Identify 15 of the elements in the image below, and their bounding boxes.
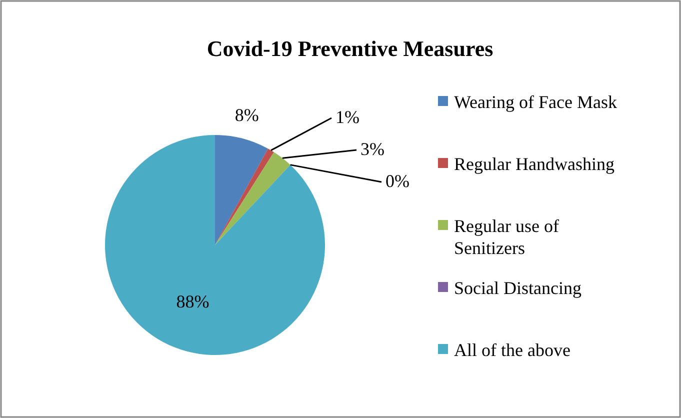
legend-label: Regular Handwashing bbox=[454, 154, 614, 174]
pie-slice bbox=[105, 135, 325, 355]
legend-label: Wearing of Face Mask bbox=[454, 92, 617, 112]
data-label: 3% bbox=[360, 139, 384, 159]
data-label: 8% bbox=[234, 105, 259, 126]
pie-slice bbox=[215, 135, 268, 245]
text: 0% bbox=[386, 171, 410, 191]
data-label: 88% bbox=[176, 291, 210, 312]
chart-title: Covid-19 Preventive Measures bbox=[206, 36, 494, 61]
legend-label: Social Distancing bbox=[454, 278, 582, 298]
legend-label: Regular use of Senitizers bbox=[454, 216, 559, 258]
data-label: 1% bbox=[336, 107, 360, 127]
pie-slice bbox=[215, 148, 274, 245]
pie-slice bbox=[215, 152, 290, 245]
legend-label: All of the above bbox=[454, 340, 570, 360]
